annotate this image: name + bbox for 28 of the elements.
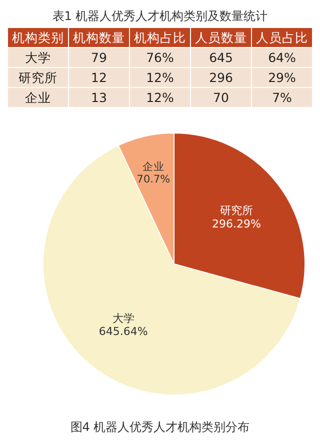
data-label: 70.7% — [136, 173, 170, 186]
text: 79 — [69, 48, 129, 67]
text: 表1 机器人优秀人才机构类别及数量统计 — [51, 8, 269, 25]
data-label: 296.29% — [212, 217, 261, 230]
slice-label: 大学 — [112, 312, 134, 325]
text: 13 — [69, 88, 129, 107]
text: 12% — [130, 88, 190, 107]
text: 296 — [191, 68, 251, 87]
slice-label: 研究所 — [220, 204, 253, 218]
slice-label: 企业 — [142, 160, 164, 173]
text: 人员数量 — [191, 28, 251, 47]
text: 大学 — [8, 48, 68, 67]
text: 12 — [69, 68, 129, 87]
text: 76% — [130, 48, 190, 67]
text: 机构类别 — [8, 28, 68, 47]
text: 645 — [191, 48, 251, 67]
data-label: 645.64% — [98, 325, 148, 338]
text: 12% — [130, 68, 190, 87]
text: 70 — [191, 88, 251, 107]
text: 29% — [252, 68, 312, 87]
text: 企业 — [8, 88, 68, 107]
text: 机构数量 — [69, 28, 129, 47]
text: 64% — [252, 48, 312, 67]
text: 人员占比 — [252, 28, 312, 47]
caption: 图4 机器人优秀人才机构类别分布 — [69, 419, 251, 436]
text: 机构占比 — [130, 28, 190, 47]
text: 7% — [252, 88, 312, 107]
text: 研究所 — [8, 68, 68, 87]
